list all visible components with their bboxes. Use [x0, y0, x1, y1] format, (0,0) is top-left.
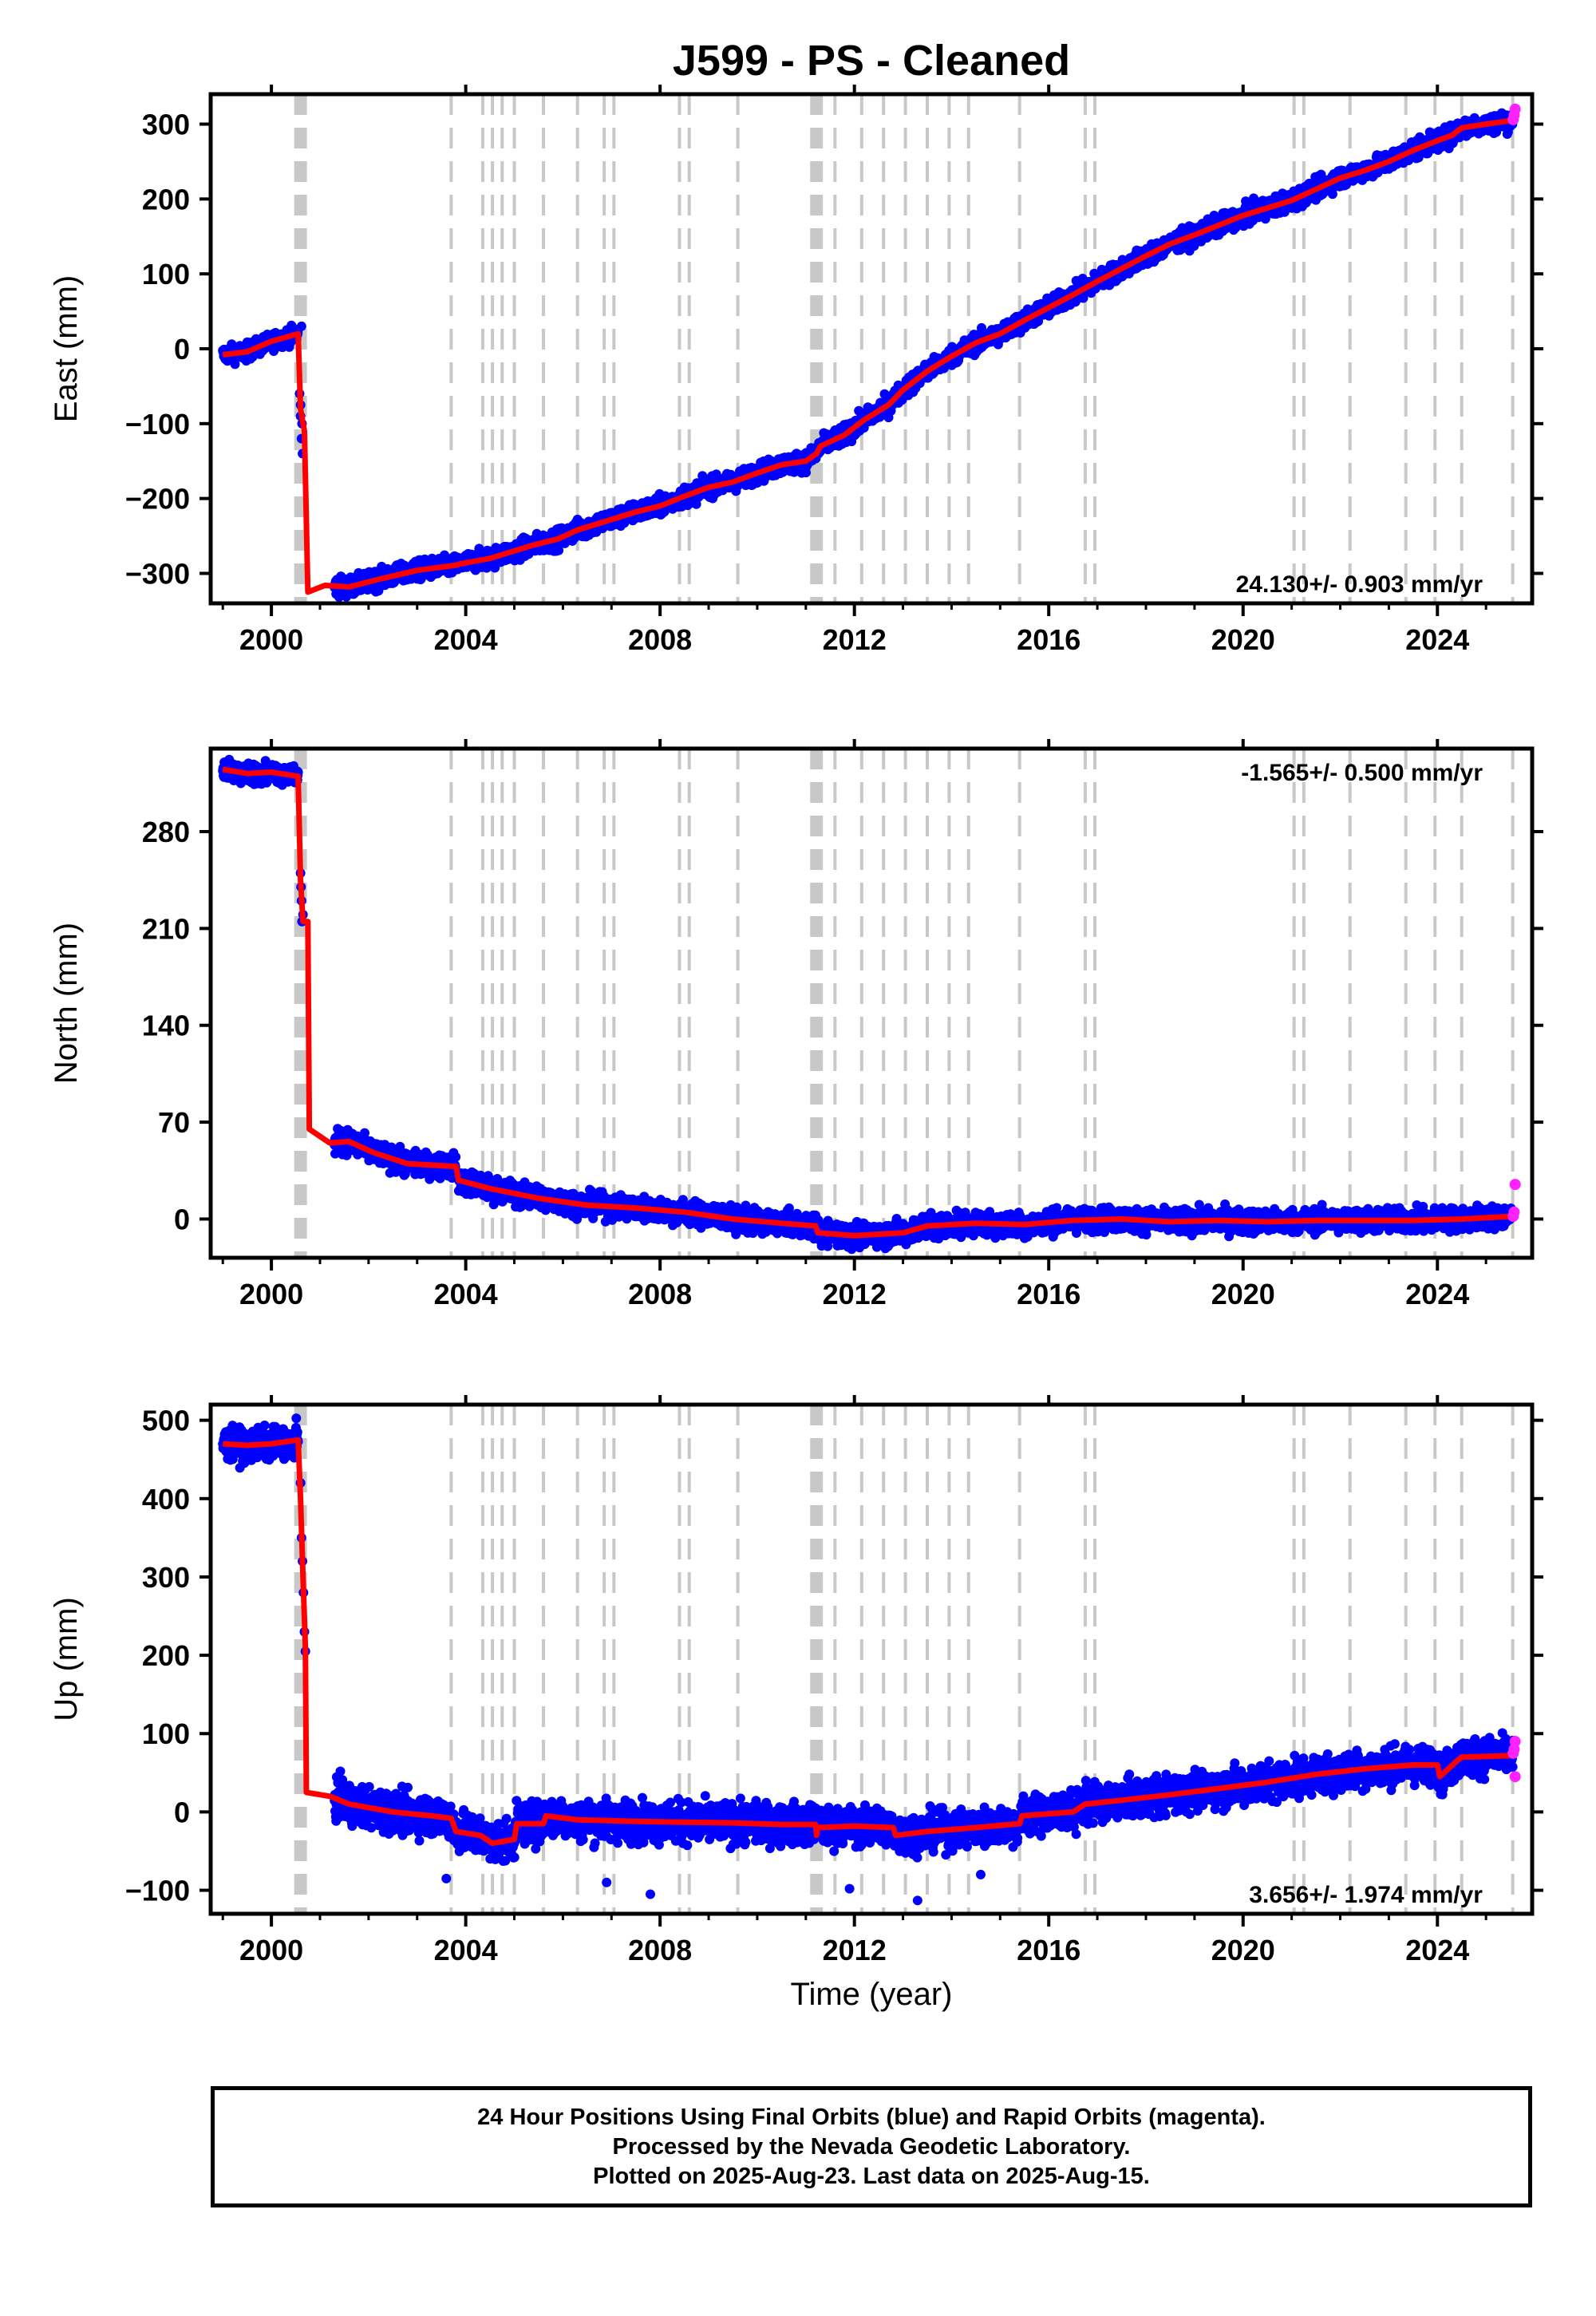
data-point	[230, 359, 240, 370]
x-tick-label: 2000	[239, 623, 303, 656]
model-line-east	[222, 117, 1514, 595]
y-tick-label: −100	[125, 408, 190, 441]
y-tick-label: −300	[125, 557, 190, 590]
data-point	[451, 1152, 461, 1162]
x-tick-label: 2024	[1405, 623, 1469, 656]
data-point	[1327, 189, 1337, 200]
y-axis-label-east: East (mm)	[49, 275, 84, 422]
x-tick-label: 2016	[1017, 623, 1080, 656]
final-orbit-points-east	[218, 108, 1518, 603]
data-point	[296, 321, 306, 331]
panel-north-plot-area	[218, 749, 1521, 1258]
rapid-orbit-points-east	[1507, 103, 1521, 125]
x-tick-label: 2004	[434, 623, 498, 656]
x-tick-label: 2012	[823, 623, 887, 656]
rate-annotation-east: 24.130+/- 0.903 mm/yr	[1236, 571, 1483, 598]
panel-east: 300 200 100 0 −100 −200 −300 2000 2004 2008 2012 20…	[49, 85, 1543, 656]
y-tick-label: 0	[174, 333, 190, 366]
y-tick-label: 100	[142, 258, 190, 290]
data-point	[801, 468, 811, 478]
data-point	[360, 1128, 369, 1138]
chart-title: J599 - PS - Cleaned	[673, 37, 1070, 85]
y-tick-label: 200	[142, 183, 190, 215]
x-tick-label: 2008	[628, 623, 692, 656]
y-tick-label: −200	[125, 483, 190, 516]
panel-east-plot-area	[218, 94, 1521, 603]
final-orbit-points-north	[218, 754, 1518, 1255]
y-tick-label: 300	[142, 109, 190, 141]
rapid-point	[1507, 113, 1519, 125]
x-tick-label: 2020	[1211, 623, 1275, 656]
panels-layer: 300 200 100 0 −100 −200 −300 2000 2004 2008 2012 20…	[49, 85, 1543, 1966]
